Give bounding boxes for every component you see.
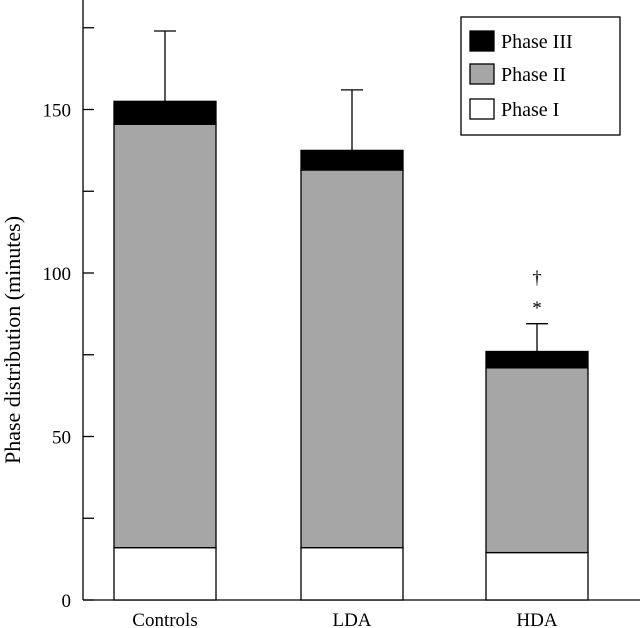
- bar-lda-phase-iii: [300, 149, 404, 171]
- x-tick-label-controls: Controls: [132, 610, 197, 628]
- legend-swatch-phase-ii: [469, 63, 495, 85]
- legend-label-phase-i: Phase I: [501, 99, 559, 121]
- bar-hda-phase-iii: [485, 350, 589, 369]
- y-axis-label: Phase distribution (minutes): [0, 216, 25, 464]
- legend-swatch-phase-iii: [469, 30, 495, 52]
- legend-label-phase-ii: Phase II: [501, 64, 566, 86]
- asterisk-annotation: *: [532, 298, 542, 319]
- x-tick-label-lda: LDA: [332, 610, 371, 628]
- bar-controls-phase-i: [113, 547, 217, 601]
- bar-controls-phase-iii: [113, 100, 217, 125]
- y-tick-label-0: 0: [62, 591, 72, 612]
- legend-swatch-phase-i: [469, 98, 495, 120]
- bar-lda-phase-i: [300, 547, 404, 601]
- y-tick-label-150: 150: [43, 101, 72, 122]
- bar-lda-phase-ii: [300, 169, 404, 549]
- bar-controls-phase-ii: [113, 123, 217, 549]
- bar-hda-phase-i: [485, 551, 589, 601]
- legend-label-phase-iii: Phase III: [501, 31, 573, 53]
- x-tick-label-hda: HDA: [516, 610, 557, 628]
- dagger-annotation: †: [532, 268, 542, 289]
- y-tick-label-50: 50: [52, 428, 71, 449]
- bar-hda-phase-ii: [485, 367, 589, 554]
- plot-area: 0 50 100 150 Controls LDA HDA † * Phase III Phase …: [43, 0, 640, 628]
- y-tick-label-100: 100: [43, 264, 72, 285]
